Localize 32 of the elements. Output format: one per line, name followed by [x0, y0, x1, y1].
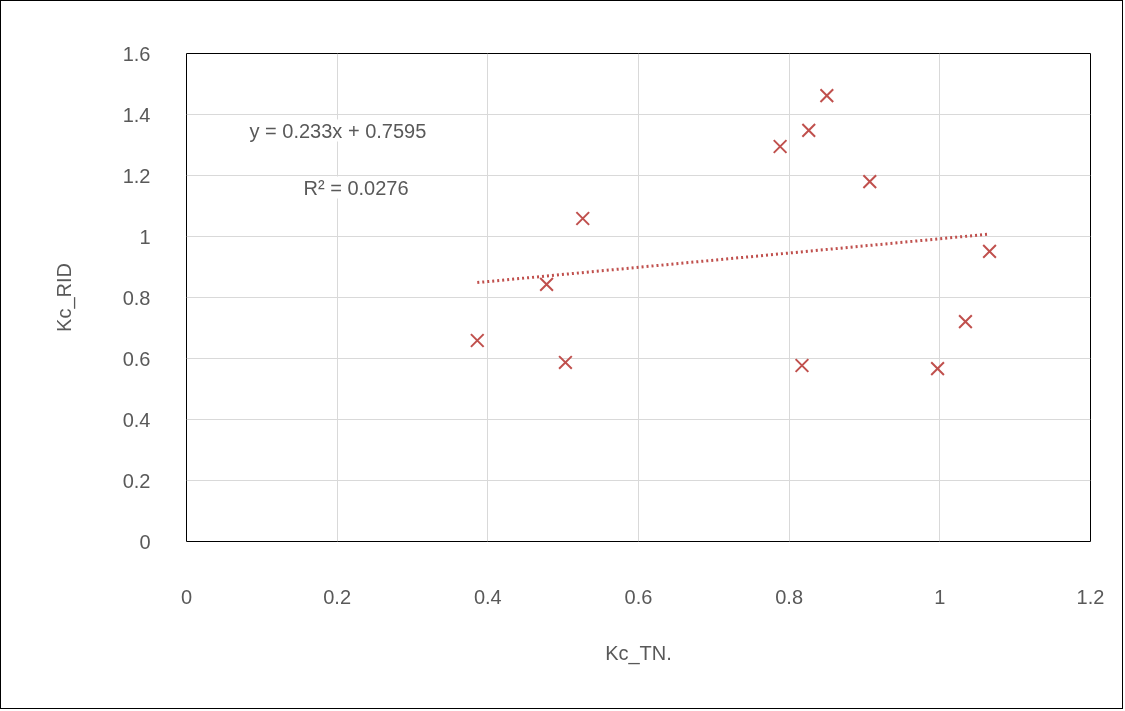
annotation: R² = 0.0276 [303, 176, 409, 199]
point [575, 211, 591, 226]
x-tick-label: 0.4 [473, 585, 502, 608]
point [469, 333, 485, 348]
point [958, 314, 973, 329]
point [772, 139, 788, 154]
y-tick-label: 1.2 [122, 164, 151, 187]
y-tick-label: 0 [139, 530, 151, 553]
x-axis-title: Kc_TN. [605, 641, 672, 665]
point [930, 361, 945, 376]
x-tick-label: 1 [934, 585, 946, 608]
y-tick-label: 0.8 [122, 286, 151, 309]
annotation: y = 0.233x + 0.7595 [249, 119, 427, 142]
y-tick-label: 0.2 [122, 469, 151, 492]
x-tick-label: 0.6 [624, 585, 653, 608]
y-tick-label: 1 [139, 225, 151, 248]
point [801, 123, 817, 138]
x-tick-label: 0 [180, 585, 193, 608]
point [982, 244, 997, 259]
x-tick-label: 0.2 [323, 585, 352, 608]
point [819, 88, 835, 103]
y-tick-label: 0.4 [122, 408, 151, 431]
x-tick-label: 0.8 [775, 585, 804, 608]
point [539, 277, 554, 292]
point [558, 355, 573, 370]
x-tick-label: 1.2 [1076, 585, 1105, 608]
y-axis-title: Kc_RID [52, 263, 76, 332]
y-tick-label: 0.6 [122, 347, 151, 370]
point [862, 174, 878, 189]
point [794, 358, 810, 373]
y-tick-label: 1.4 [122, 103, 151, 126]
y-tick-label: 1.6 [122, 42, 151, 65]
